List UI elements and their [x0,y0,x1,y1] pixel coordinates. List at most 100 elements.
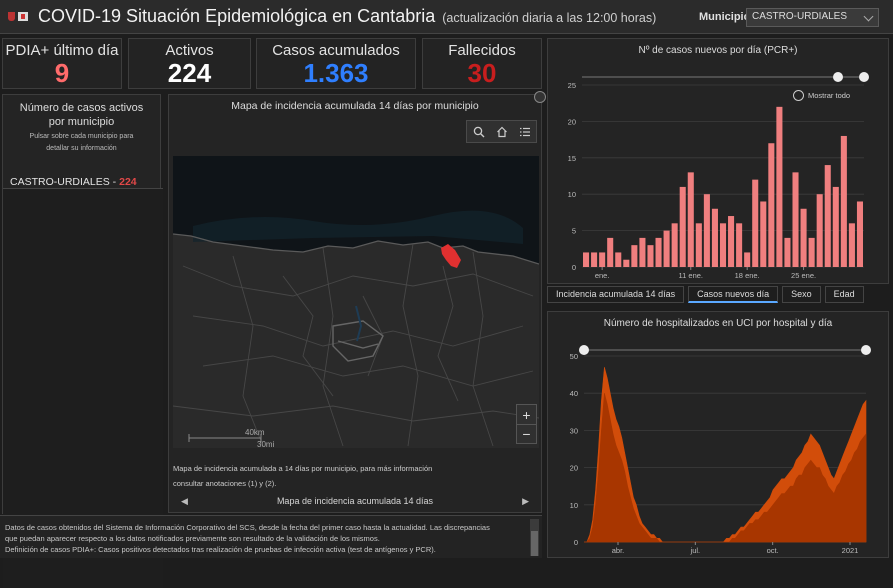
health-flag-icon [18,12,28,21]
chevron-left-icon[interactable]: ◀ [181,495,188,506]
bar [591,252,598,267]
chart-title: Nº de casos nuevos por día (PCR+) [638,45,798,56]
map-pager-label: Mapa de incidencia acumulada 14 días [276,496,434,506]
y-tick-label: 50 [570,352,578,361]
y-tick-label: 20 [570,464,578,473]
bar [840,135,847,267]
chevron-right-icon[interactable]: ▶ [522,495,529,506]
bar [647,245,654,267]
y-tick-label: 10 [570,501,578,510]
chart-title: Número de hospitalizados en UCI por hosp… [603,318,833,329]
zoom-control: + − [516,404,537,444]
bar [703,194,710,267]
bar [583,252,590,267]
x-tick-label: 11 ene. [679,271,703,280]
range-handle-right [859,72,869,82]
footer-scrollbar[interactable] [530,519,539,556]
map-title: Mapa de incidencia acumulada 14 días por… [231,100,479,112]
area-series [584,393,867,543]
kpi-value: 224 [167,58,212,88]
y-tick-label: 10 [568,190,576,199]
bar [848,223,855,267]
new-cases-chart: 0 5 10 15 20 25 ene. 11 ene. 18 ene. 25 ene. [568,72,869,280]
chart-tabs: Incidencia acumulada 14 días Casos nuevo… [547,286,864,303]
bar [687,172,694,267]
map-canvas[interactable] [173,156,539,448]
shield-icon [8,12,15,21]
cantabria-logo [8,12,28,21]
bar [824,165,831,267]
kpi-value: 1.363 [303,58,369,88]
bar [808,237,815,267]
bar [711,208,718,267]
bar [663,230,670,267]
uci-chart-panel: Número de hospitalizados en UCI por hosp… [547,311,889,558]
x-tick-label: jul. [690,546,701,555]
kpi-casos-acumulados: Casos acumulados 1.363 [256,38,416,89]
footer-notes: Datos de casos obtenidos del Sistema de … [0,515,542,558]
bar [607,237,614,267]
page-subtitle: (actualización diaria a las 12:00 horas) [442,11,657,25]
scale-mi: 30mi [257,440,275,449]
bar [768,143,775,267]
municipio-label: Municipio [699,11,751,23]
zoom-out-button[interactable]: − [517,424,536,443]
x-tick-label: 25 ene. [791,271,816,280]
bar [856,201,863,267]
panel-hint: Pulsar sobre cada municipio para detalla… [29,133,134,152]
kpi-pdia: PDIA+ último día 9 [2,38,122,89]
kpi-label: PDIA+ último día [5,42,119,59]
range-handle-left [579,345,589,355]
expand-icon[interactable] [534,91,546,103]
tab-casos-nuevos[interactable]: Casos nuevos día [688,286,779,303]
bar [695,223,702,267]
panel-title: Número de casos activos por municipio [19,102,144,128]
municipio-select[interactable]: CASTRO-URDIALES [746,8,879,27]
bar [832,186,839,267]
search-icon[interactable] [467,121,490,142]
tab-edad[interactable]: Edad [824,286,864,303]
page-title: COVID-19 Situación Epidemiológica en Can… [38,6,436,26]
municipio-selected-value: CASTRO-URDIALES [752,11,848,22]
list-icon[interactable] [513,121,536,142]
caption-line: Mapa de incidencia acumulada a 14 días p… [173,464,433,473]
bar [671,223,678,267]
kpi-label: Fallecidos [448,42,516,59]
x-tick-label: oct. [767,546,779,555]
zoom-out-icon[interactable] [793,90,804,101]
y-tick-label: 15 [568,154,576,163]
row-separator: - [109,176,120,188]
x-tick-label: 2021 [842,546,859,555]
map-panel: Mapa de incidencia acumulada 14 días por… [168,91,546,513]
kpi-label: Activos [165,42,214,59]
y-tick-label: 40 [570,389,578,398]
y-tick-label: 0 [572,263,576,272]
list-item[interactable]: CASTRO-URDIALES - 224 [10,176,137,188]
caption-line: consultar anotaciones (1) y (2). [173,479,277,488]
new-cases-chart-panel: Nº de casos nuevos por día (PCR+) 0 5 10 15… [547,38,889,284]
x-tick-label: abr. [612,546,625,555]
zoom-in-button[interactable]: + [522,406,531,423]
show-all-button[interactable]: Mostrar todo [808,91,851,100]
bar [792,172,799,267]
bar [760,201,767,267]
kpi-value: 30 [467,58,497,88]
y-tick-label: 20 [568,117,576,126]
tab-incidencia[interactable]: Incidencia acumulada 14 días [547,286,685,303]
tab-sexo[interactable]: Sexo [782,286,821,303]
map-caption: Mapa de incidencia acumulada a 14 días p… [173,461,432,491]
map-pager: ◀ Mapa de incidencia acumulada 14 días ▶ [169,490,541,512]
bar [816,194,823,267]
bar [599,252,606,267]
y-tick-label: 5 [572,227,576,236]
municipio-name: CASTRO-URDIALES [10,176,110,188]
bar [744,252,751,267]
bar [784,237,791,267]
bar [752,179,759,267]
y-tick-label: 0 [574,538,578,547]
bar [719,223,727,267]
map-toolbar [466,120,537,143]
uci-chart: 0 10 20 30 40 50 abr. jul. oct. 2021 [570,345,871,555]
bar [631,245,638,267]
home-icon[interactable] [490,121,513,142]
